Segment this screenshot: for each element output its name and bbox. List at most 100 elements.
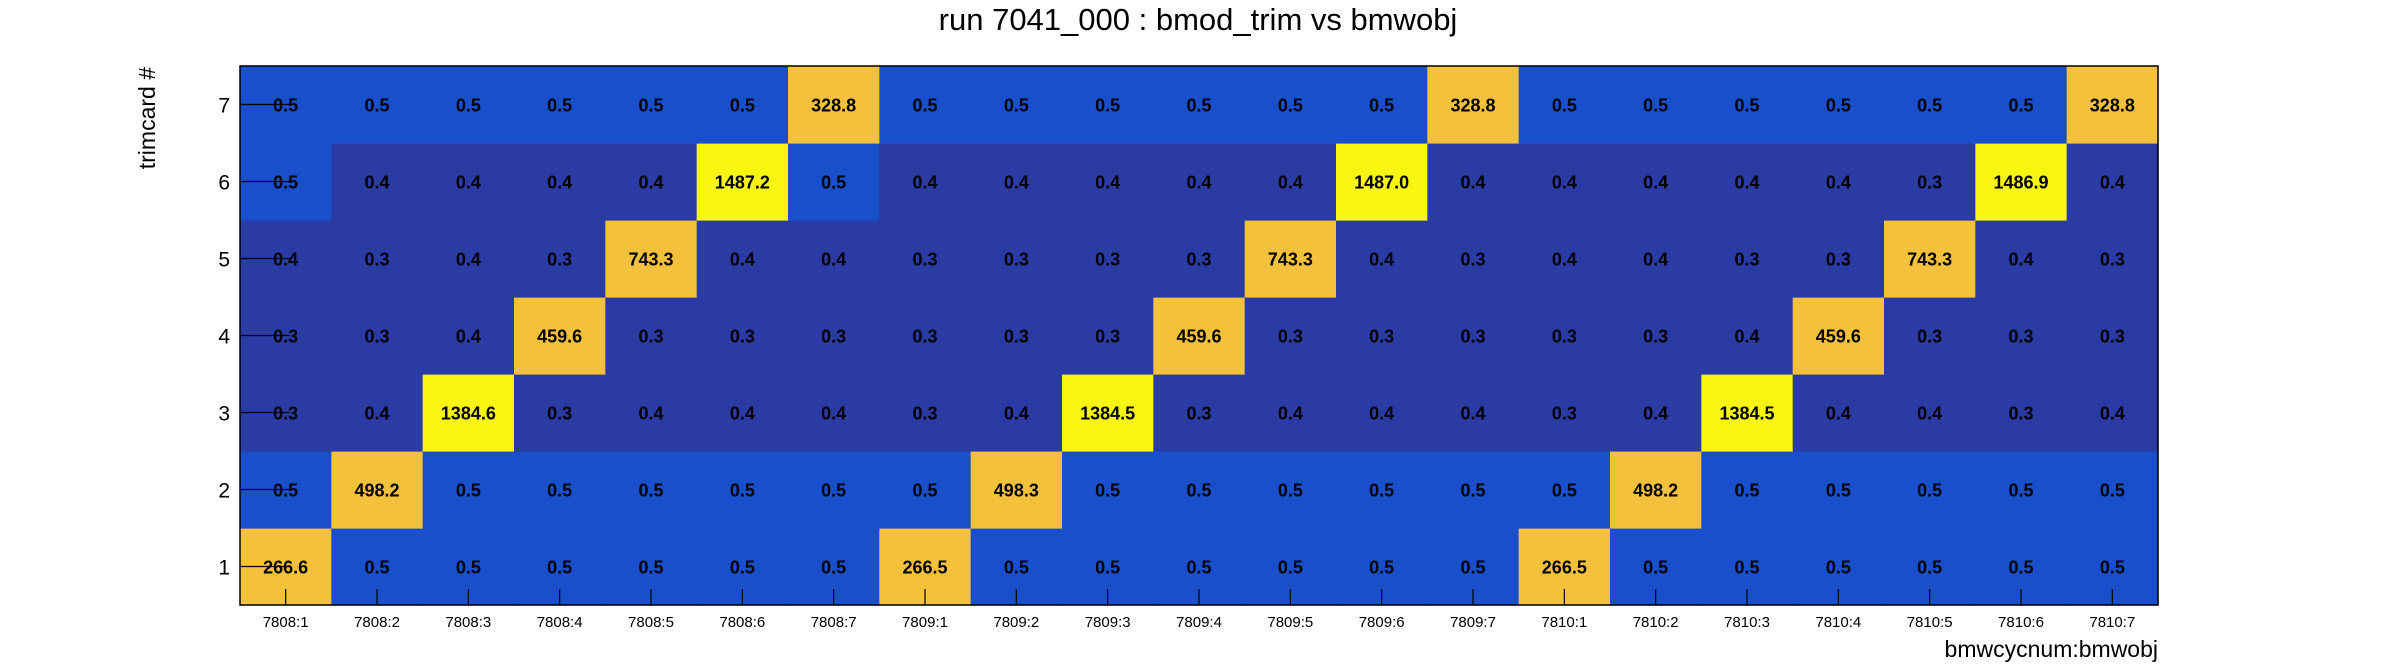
heatmap-cell-7809:1-4 [879, 297, 972, 375]
cell-value-label: 0.3 [912, 327, 937, 347]
cell-value-label: 0.3 [1917, 173, 1942, 193]
heatmap-cell-7808:6-5 [696, 220, 789, 298]
cell-value-label: 0.5 [912, 96, 937, 116]
heatmap-cell-7810:4-3 [1792, 374, 1885, 452]
cell-value-label: 0.5 [912, 481, 937, 501]
cell-value-label: 0.3 [2008, 404, 2033, 424]
cell-value-label: 266.5 [902, 558, 947, 578]
heatmap-cell-7810:3-4 [1701, 297, 1794, 375]
cell-value-label: 0.3 [1552, 327, 1577, 347]
x-tick-label: 7809:3 [1085, 614, 1131, 631]
cell-value-label: 0.3 [1460, 327, 1485, 347]
heatmap-cell-7808:6-2 [696, 451, 789, 529]
heatmap-cell-7808:3-4 [422, 297, 515, 375]
cell-value-label: 0.5 [638, 558, 663, 578]
cell-value-label: 0.3 [1917, 327, 1942, 347]
heatmap-cell-7808:7-6 [788, 143, 880, 221]
cell-value-label: 0.4 [364, 404, 389, 424]
y-tick-label: 7 [218, 95, 230, 118]
cell-value-label: 0.5 [456, 96, 481, 116]
cell-value-label: 0.3 [1186, 250, 1211, 270]
cell-value-label: 0.4 [2008, 250, 2033, 270]
heatmap-cell-7809:5-2 [1244, 451, 1337, 529]
cell-value-label: 1487.2 [715, 173, 770, 193]
heatmap-cell-7809:1-6 [879, 143, 972, 221]
heatmap-cell-7808:7-3 [788, 374, 880, 452]
heatmap-cell-7810:3-3 [1701, 374, 1794, 452]
y-tick-label: 3 [218, 403, 230, 426]
cell-value-label: 0.5 [1369, 96, 1394, 116]
cell-value-label: 0.3 [2100, 327, 2125, 347]
x-tick-label: 7808:2 [354, 614, 400, 631]
heatmap-cell-7809:2-6 [970, 143, 1063, 221]
cell-value-label: 0.5 [1004, 96, 1029, 116]
cell-value-label: 0.4 [1826, 404, 1851, 424]
heatmap-cell-7810:6-7 [1975, 66, 2068, 144]
heatmap-cell-7809:3-4 [1062, 297, 1154, 375]
cell-value-label: 0.3 [273, 404, 298, 424]
heatmap-cell-7808:2-7 [331, 66, 424, 144]
heatmap-cell-7810:5-4 [1884, 297, 1976, 375]
cell-value-label: 0.5 [1917, 558, 1942, 578]
cell-value-label: 0.5 [638, 481, 663, 501]
x-tick-label: 7810:5 [1907, 614, 1953, 631]
cell-value-label: 0.4 [1643, 250, 1668, 270]
heatmap-cell-7809:4-6 [1153, 143, 1246, 221]
cell-value-label: 0.3 [730, 327, 755, 347]
cell-value-label: 0.4 [1643, 404, 1668, 424]
heatmap-cell-7809:6-7 [1336, 66, 1428, 144]
heatmap-cell-7809:4-4 [1153, 297, 1246, 375]
cell-value-label: 0.4 [1095, 173, 1120, 193]
cell-value-label: 459.6 [1816, 327, 1861, 347]
cell-value-label: 0.5 [1186, 96, 1211, 116]
heatmap-cell-7810:1-7 [1518, 66, 1611, 144]
heatmap-cell-7809:3-7 [1062, 66, 1154, 144]
cell-value-label: 0.5 [547, 558, 572, 578]
cell-value-label: 0.3 [638, 327, 663, 347]
cell-value-label: 0.5 [456, 558, 481, 578]
heatmap-cell-7808:6-7 [696, 66, 789, 144]
heatmap-cell-7810:1-5 [1518, 220, 1611, 298]
cell-value-label: 0.4 [821, 250, 846, 270]
cell-value-label: 0.4 [1917, 404, 1942, 424]
cell-value-label: 0.5 [1643, 96, 1668, 116]
x-axis-title: bmwcycnum:bmwobj [1945, 636, 2158, 662]
cell-value-label: 0.5 [821, 558, 846, 578]
cell-value-label: 0.5 [1278, 96, 1303, 116]
cell-value-label: 0.4 [638, 173, 663, 193]
cell-value-label: 0.5 [273, 96, 298, 116]
x-tick-label: 7809:6 [1359, 614, 1405, 631]
cell-value-label: 328.8 [811, 96, 856, 116]
cell-value-label: 0.5 [821, 481, 846, 501]
heatmap-cell-7809:1-2 [879, 451, 972, 529]
heatmap-cell-7809:2-2 [970, 451, 1063, 529]
cell-value-label: 0.4 [1369, 404, 1394, 424]
heatmap-cell-7809:3-2 [1062, 451, 1154, 529]
heatmap-cell-7809:4-5 [1153, 220, 1246, 298]
heatmap-cell-7810:5-2 [1884, 451, 1976, 529]
heatmap-cell-7809:6-4 [1336, 297, 1428, 375]
cell-value-label: 0.5 [2100, 558, 2125, 578]
heatmap-cell-7809:7-2 [1427, 451, 1520, 529]
cell-value-label: 0.5 [1734, 558, 1759, 578]
cell-value-label: 0.5 [2008, 558, 2033, 578]
cell-value-label: 0.5 [2100, 481, 2125, 501]
heatmap-cell-7810:7-2 [2066, 451, 2159, 529]
heatmap-cell-7810:6-5 [1975, 220, 2068, 298]
cell-value-label: 0.4 [1278, 173, 1303, 193]
cell-value-label: 0.3 [1004, 327, 1029, 347]
cell-value-label: 0.3 [1095, 250, 1120, 270]
cell-value-label: 0.5 [1734, 96, 1759, 116]
cell-value-label: 498.3 [994, 481, 1039, 501]
cell-value-label: 0.3 [1643, 327, 1668, 347]
heatmap-cell-7810:4-5 [1792, 220, 1885, 298]
cell-value-label: 0.3 [2100, 250, 2125, 270]
cell-value-label: 0.5 [364, 558, 389, 578]
heatmap-cell-7808:2-4 [331, 297, 424, 375]
heatmap-cell-7810:1-2 [1518, 451, 1611, 529]
y-tick-label: 4 [218, 326, 230, 349]
cell-value-label: 0.3 [912, 250, 937, 270]
cell-value-label: 0.4 [1552, 250, 1577, 270]
heatmap-cell-7810:2-6 [1610, 143, 1702, 221]
heatmap-cell-7810:4-6 [1792, 143, 1885, 221]
